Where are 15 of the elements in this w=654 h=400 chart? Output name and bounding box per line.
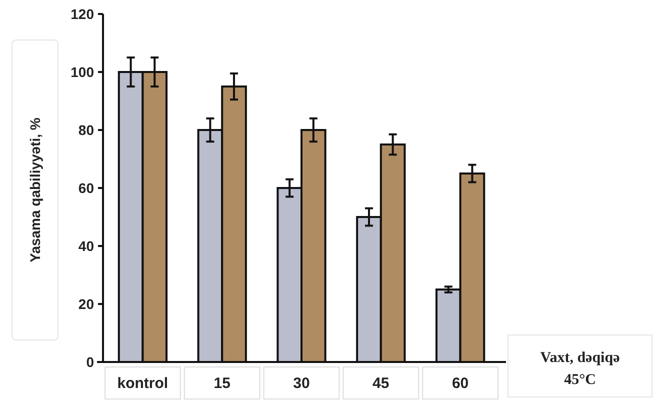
x-tick-label: 30 <box>293 375 310 392</box>
y-tick-label: 0 <box>86 354 94 370</box>
text: 45°C <box>564 372 596 388</box>
x-tick-label: kontrol <box>117 375 168 392</box>
y-tick-label: 20 <box>78 296 94 312</box>
y-tick-label: 120 <box>70 6 94 22</box>
y-tick-label: 60 <box>78 180 94 196</box>
y-tick-label: 40 <box>78 238 94 254</box>
x-axis-title: Vaxt, dəqiqə <box>540 350 620 366</box>
x-tick-label: 45 <box>372 375 390 392</box>
y-axis-title: Yasama qabiliyyəti, % <box>27 117 43 262</box>
y-tick-label: 80 <box>78 122 94 138</box>
y-tick-label: 100 <box>70 64 94 80</box>
x-tick-label: 15 <box>214 375 230 392</box>
x-tick-label: 60 <box>452 375 469 392</box>
